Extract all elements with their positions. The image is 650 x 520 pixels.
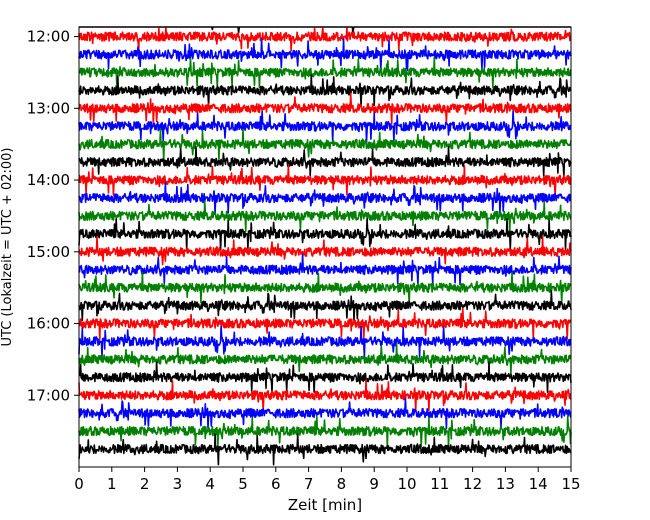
x-tick-label: 14 xyxy=(529,475,548,493)
y-tick-label: 14:00 xyxy=(27,171,70,189)
trace-line xyxy=(78,74,572,107)
x-tick-label: 3 xyxy=(173,475,183,493)
y-axis-ticks: 12:00 13:00 14:00 15:00 16:00 17:00 xyxy=(27,28,79,404)
trace-line xyxy=(78,164,572,197)
x-tick-label: 7 xyxy=(304,475,314,493)
trace-line xyxy=(78,182,572,214)
seismogram-traces xyxy=(78,26,572,466)
trace-line xyxy=(78,433,572,466)
trace-line xyxy=(78,253,572,286)
x-tick-label: 15 xyxy=(561,475,580,493)
y-tick-label: 13:00 xyxy=(27,99,70,117)
trace-line xyxy=(78,217,572,251)
trace-line xyxy=(78,271,572,304)
trace-line xyxy=(78,307,572,341)
x-tick-label: 11 xyxy=(430,475,449,493)
y-tick-label: 16:00 xyxy=(27,315,70,333)
x-tick-label: 8 xyxy=(337,475,347,493)
y-tick-label: 17:00 xyxy=(27,386,70,404)
y-tick-label: 15:00 xyxy=(27,243,70,261)
y-axis-label: UTC (Lokalzeit = UTC + 02:00) xyxy=(0,148,15,347)
x-tick-label: 2 xyxy=(140,475,150,493)
trace-line xyxy=(78,379,572,412)
trace-line xyxy=(78,37,572,72)
x-tick-label: 5 xyxy=(238,475,248,493)
trace-line xyxy=(78,92,572,125)
trace-line xyxy=(78,415,572,448)
trace-line xyxy=(78,325,572,358)
trace-line xyxy=(78,289,572,322)
x-tick-label: 6 xyxy=(271,475,281,493)
trace-line xyxy=(78,110,572,143)
x-tick-label: 0 xyxy=(74,475,84,493)
x-axis-label: Zeit [min] xyxy=(288,496,362,514)
x-tick-label: 10 xyxy=(397,475,416,493)
x-tick-label: 9 xyxy=(369,475,379,493)
trace-line xyxy=(78,145,572,178)
x-tick-label: 4 xyxy=(205,475,215,493)
x-tick-label: 12 xyxy=(463,475,482,493)
trace-line xyxy=(78,128,572,161)
trace-line xyxy=(78,343,572,374)
trace-line xyxy=(78,26,572,53)
trace-line xyxy=(78,56,572,89)
trace-line xyxy=(78,361,572,394)
x-tick-label: 1 xyxy=(107,475,117,493)
x-axis-ticks: 0 1 2 3 4 5 6 7 8 9 10 11 12 13 14 15 xyxy=(74,467,581,493)
plot-frame xyxy=(78,26,572,468)
x-tick-label: 13 xyxy=(496,475,515,493)
y-tick-label: 12:00 xyxy=(27,28,70,46)
trace-line xyxy=(78,397,572,430)
trace-line xyxy=(78,235,572,266)
trace-line xyxy=(78,200,572,233)
